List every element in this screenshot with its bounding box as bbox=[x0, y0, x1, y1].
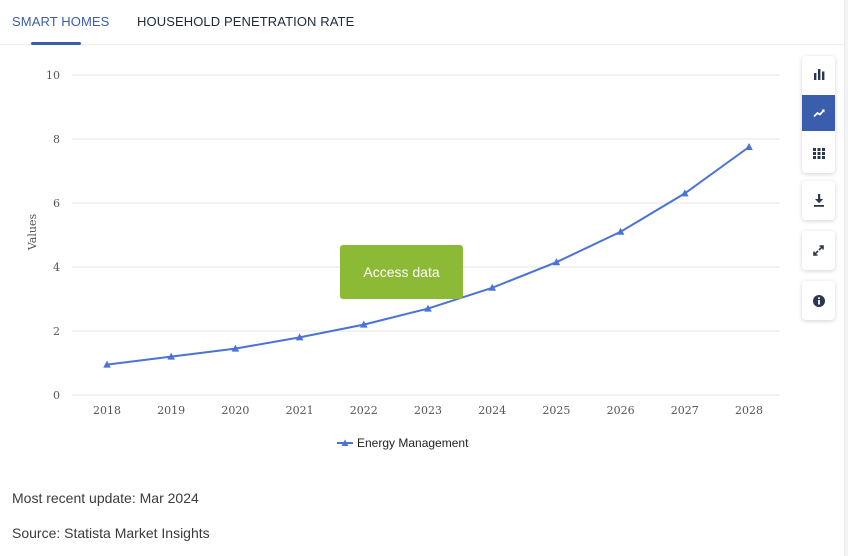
chart-type-group bbox=[802, 56, 835, 173]
data-point[interactable] bbox=[745, 143, 753, 150]
y-tick-label: 4 bbox=[53, 261, 60, 274]
data-point[interactable] bbox=[488, 283, 496, 291]
download-icon bbox=[813, 194, 824, 207]
x-tick-label: 2028 bbox=[735, 404, 763, 417]
line-chart: 0 2 4 6 8 10 2018 2019 2020 2021 2022 2023 2024 2025… bbox=[26, 69, 780, 417]
download-button[interactable] bbox=[802, 181, 835, 220]
info-button[interactable] bbox=[802, 281, 835, 320]
x-tick-label: 2023 bbox=[414, 404, 442, 417]
x-tick-label: 2021 bbox=[286, 404, 314, 417]
y-tick-label: 8 bbox=[53, 133, 60, 146]
x-tick-label: 2027 bbox=[671, 404, 699, 417]
data-point[interactable] bbox=[103, 360, 111, 368]
tab-smart-homes[interactable]: SMART HOMES bbox=[12, 14, 110, 29]
info-group bbox=[802, 281, 835, 320]
x-tick-label: 2020 bbox=[221, 404, 249, 417]
x-axis-ticks: 2018 2019 2020 2021 2022 2023 2024 2025 2026 2027… bbox=[93, 404, 763, 417]
data-point[interactable] bbox=[295, 333, 304, 341]
y-tick-label: 6 bbox=[53, 197, 60, 210]
y-axis-ticks: 0 2 4 6 8 10 bbox=[46, 69, 60, 402]
chart-grid bbox=[72, 74, 780, 396]
x-tick-label: 2018 bbox=[93, 404, 121, 417]
y-tick-label: 0 bbox=[53, 389, 60, 402]
expand-icon bbox=[813, 245, 824, 256]
line-chart-button[interactable] bbox=[802, 95, 835, 131]
data-point[interactable] bbox=[552, 258, 561, 266]
access-data-button[interactable]: Access data bbox=[340, 245, 463, 299]
scrollbar[interactable] bbox=[844, 0, 848, 556]
x-tick-label: 2026 bbox=[607, 404, 635, 417]
fullscreen-button[interactable] bbox=[802, 231, 835, 270]
table-button[interactable] bbox=[802, 134, 835, 173]
info-icon bbox=[812, 294, 825, 307]
chart-legend[interactable]: Energy Management bbox=[337, 436, 468, 450]
data-point[interactable] bbox=[360, 320, 368, 328]
legend-marker bbox=[337, 439, 353, 446]
series-energy-management bbox=[103, 143, 753, 368]
data-point[interactable] bbox=[616, 227, 625, 235]
data-point[interactable] bbox=[231, 344, 240, 352]
source-info: Source: Statista Market Insights bbox=[12, 525, 210, 541]
active-tab-indicator bbox=[31, 42, 81, 45]
download-group bbox=[802, 181, 835, 220]
bar-chart-button[interactable] bbox=[802, 56, 835, 92]
tab-household-penetration-rate[interactable]: HOUSEHOLD PENETRATION RATE bbox=[137, 14, 355, 29]
line-chart-icon bbox=[812, 109, 825, 118]
x-tick-label: 2022 bbox=[350, 404, 378, 417]
x-tick-label: 2019 bbox=[157, 404, 185, 417]
x-tick-label: 2025 bbox=[542, 404, 570, 417]
data-point[interactable] bbox=[424, 304, 432, 312]
x-tick-label: 2024 bbox=[478, 404, 506, 417]
y-tick-label: 2 bbox=[53, 325, 60, 338]
legend-label: Energy Management bbox=[357, 436, 469, 450]
data-point[interactable] bbox=[167, 352, 175, 360]
update-info: Most recent update: Mar 2024 bbox=[12, 490, 199, 506]
bar-chart-icon bbox=[813, 69, 824, 80]
data-point[interactable] bbox=[681, 189, 689, 197]
y-axis-title: Values bbox=[26, 214, 39, 252]
tab-bar: SMART HOMES HOUSEHOLD PENETRATION RATE bbox=[0, 0, 848, 45]
expand-group bbox=[802, 231, 835, 270]
table-icon bbox=[812, 148, 825, 159]
y-tick-label: 10 bbox=[46, 69, 60, 82]
